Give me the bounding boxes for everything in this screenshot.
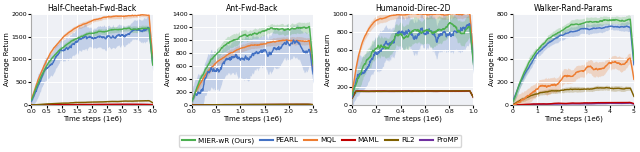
Title: Humanoid-Direc-2D: Humanoid-Direc-2D <box>375 4 451 13</box>
X-axis label: Time steps (1e6): Time steps (1e6) <box>544 116 603 122</box>
X-axis label: Time steps (1e6): Time steps (1e6) <box>223 116 282 122</box>
Y-axis label: Average return: Average return <box>325 33 331 86</box>
X-axis label: Time steps (1e6): Time steps (1e6) <box>383 116 442 122</box>
Title: Walker-Rand-Params: Walker-Rand-Params <box>534 4 613 13</box>
X-axis label: Time steps (1e6): Time steps (1e6) <box>63 116 122 122</box>
Legend: MIER-wR (Ours), PEARL, MQL, MAML, RL2, ProMP: MIER-wR (Ours), PEARL, MQL, MAML, RL2, P… <box>179 135 461 147</box>
Y-axis label: Average Return: Average Return <box>4 33 10 86</box>
Y-axis label: Average Return: Average Return <box>164 33 171 86</box>
Y-axis label: Average Return: Average Return <box>489 33 495 86</box>
Title: Ant-Fwd-Back: Ant-Fwd-Back <box>226 4 278 13</box>
Title: Half-Cheetah-Fwd-Back: Half-Cheetah-Fwd-Back <box>47 4 137 13</box>
